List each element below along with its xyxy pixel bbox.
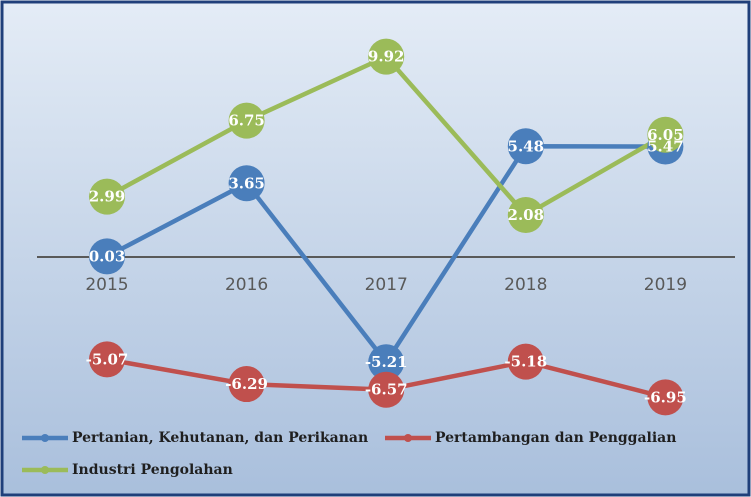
marker <box>228 102 265 139</box>
data-label: -6.95 <box>644 388 687 406</box>
legend-swatch-marker <box>41 434 49 442</box>
data-label: 2.99 <box>89 188 126 206</box>
marker <box>647 116 684 153</box>
plot-area: 2015 2016 2017 2018 2019 0.03 3.65 -5.21 5.48 5.4… <box>37 38 735 416</box>
x-tick-label: 2017 <box>365 275 408 295</box>
x-tick-label: 2015 <box>85 275 128 295</box>
data-label: 9.92 <box>368 48 405 66</box>
marker <box>507 196 544 233</box>
data-label: -5.21 <box>365 353 408 371</box>
marker <box>368 344 405 381</box>
data-label: -6.29 <box>225 375 268 393</box>
data-label: 6.75 <box>228 112 265 130</box>
legend-label: Pertanian, Kehutanan, dan Perikanan <box>72 430 368 446</box>
data-label: 5.48 <box>508 137 545 155</box>
marker <box>368 38 405 75</box>
data-label: 3.65 <box>228 174 265 192</box>
x-tick-label: 2016 <box>225 275 268 295</box>
marker <box>507 128 544 165</box>
data-label: -5.07 <box>86 350 129 368</box>
legend-label: Pertambangan dan Penggalian <box>435 430 676 446</box>
data-label: 0.03 <box>89 247 126 265</box>
legend-swatch-marker <box>404 434 412 442</box>
data-label: 6.05 <box>647 126 684 144</box>
marker <box>647 379 684 416</box>
marker <box>89 341 125 378</box>
marker <box>89 238 125 275</box>
legend: Pertanian, Kehutanan, dan Perikanan Perta… <box>22 430 676 478</box>
marker <box>89 178 125 215</box>
legend-label: Industri Pengolahan <box>72 462 233 478</box>
marker <box>228 165 265 202</box>
x-tick-label: 2018 <box>504 275 547 295</box>
data-label: -6.57 <box>365 381 408 399</box>
legend-swatch-marker <box>41 466 49 474</box>
data-label: 5.47 <box>647 138 684 156</box>
data-label: 2.08 <box>508 206 545 224</box>
marker <box>228 366 265 403</box>
data-label: -5.18 <box>504 353 547 371</box>
marker <box>507 343 544 380</box>
x-tick-label: 2019 <box>644 275 687 295</box>
marker <box>368 371 405 408</box>
